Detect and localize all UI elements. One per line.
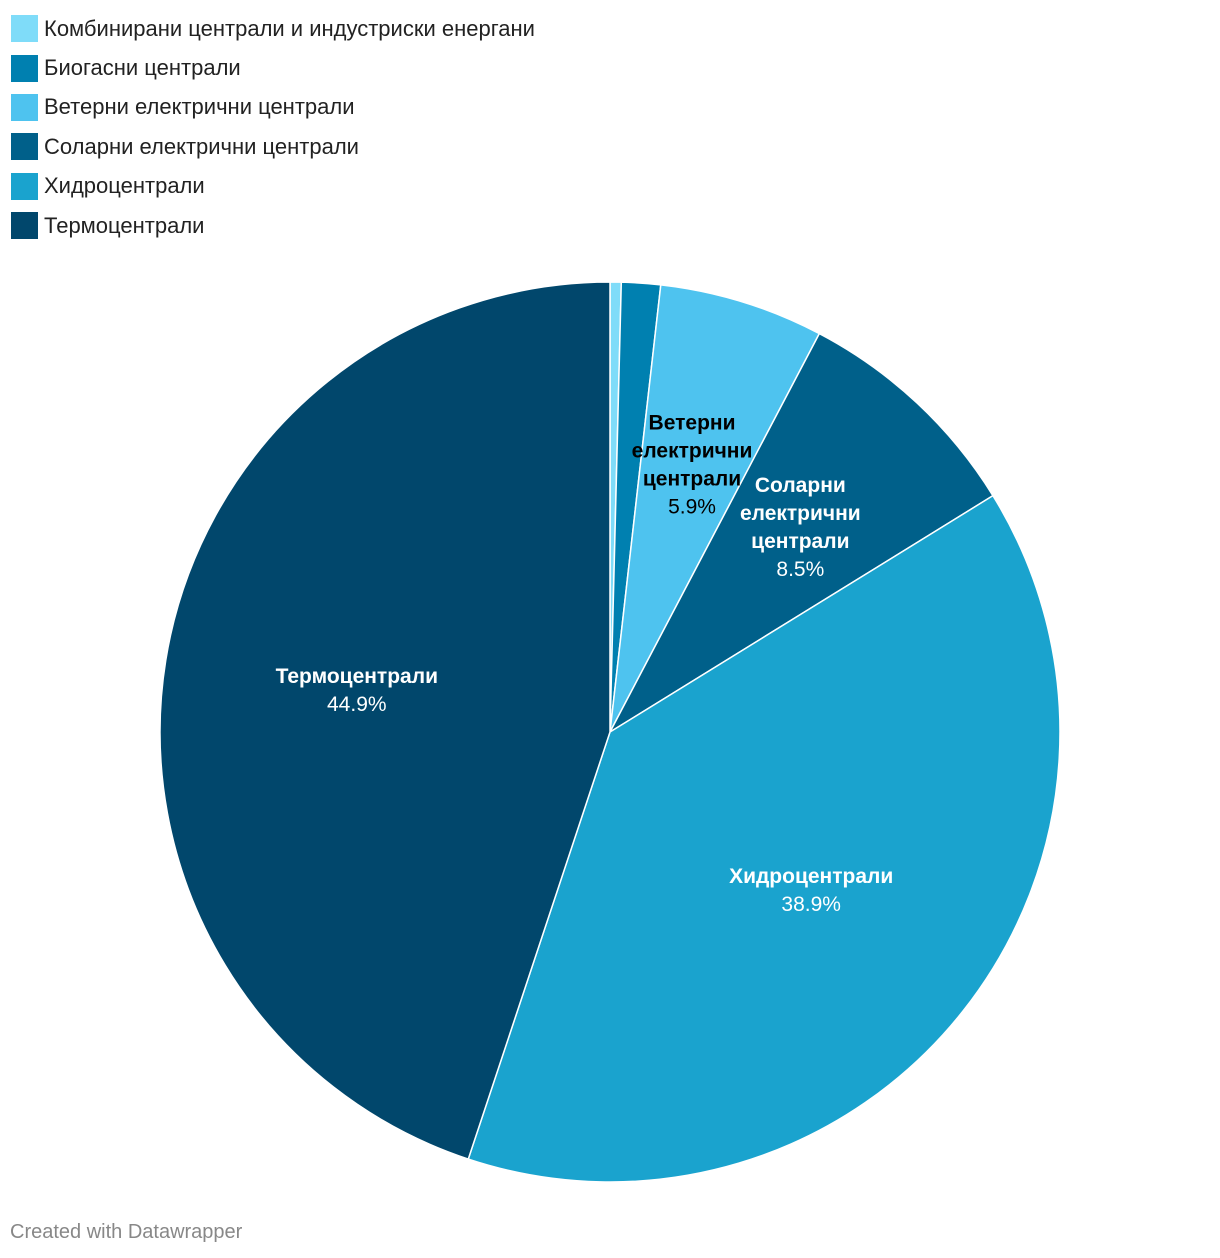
legend-swatch [11, 172, 38, 200]
credit-text[interactable]: Created with Datawrapper [10, 1221, 243, 1243]
legend-item: Термоцентрали [11, 206, 535, 245]
slice-label: Соларни електрични централи 8.5% [740, 474, 861, 581]
legend-swatch [11, 93, 38, 121]
legend-item: Комбинирани централи и индустриски енерг… [11, 9, 535, 48]
legend-item: Ветерни електрични централи [11, 88, 535, 127]
slice-label-value: 44.9% [327, 693, 387, 716]
legend-label: Термоцентрали [44, 212, 205, 238]
legend-label: Хидроцентрали [44, 173, 205, 199]
slice-label-name: Ветерни [649, 411, 736, 434]
pie-slice[interactable] [608, 332, 994, 735]
slice-label: Хидроцентрали 38.9% [729, 865, 893, 916]
pie-slice[interactable] [467, 494, 1061, 1183]
legend-swatch [11, 54, 38, 82]
pie-slice[interactable] [609, 284, 821, 733]
slice-label-value: 5.9% [668, 495, 716, 518]
legend-label: Соларни електрични централи [44, 133, 359, 159]
legend-swatch [11, 15, 38, 43]
slice-label: Термоцентрали 44.9% [276, 665, 438, 716]
slice-label-name: електрични [632, 439, 753, 462]
slice-label-name: Термоцентрали [276, 665, 438, 688]
slice-label-value: 38.9% [781, 893, 841, 916]
legend-item: Хидроцентрали [11, 167, 535, 206]
legend-swatch [11, 133, 38, 161]
slice-label-name: Хидроцентрали [729, 865, 893, 888]
legend-swatch [11, 212, 38, 240]
slice-label-name: централи [643, 467, 741, 490]
slice-label-name: електрични [740, 502, 861, 525]
slice-label-value: 8.5% [776, 558, 824, 581]
legend-label: Комбинирани централи и индустриски енерг… [44, 15, 535, 41]
slice-label: Ветерни електрични централи 5.9% [632, 411, 753, 518]
chart-legend: Комбинирани централи и индустриски енерг… [11, 9, 535, 245]
legend-label: Биогасни централи [44, 55, 241, 81]
legend-item: Биогасни централи [11, 48, 535, 87]
slice-label-name: Соларни [755, 474, 846, 497]
legend-label: Ветерни електрични централи [44, 94, 355, 120]
slice-label-name: централи [751, 530, 849, 553]
legend-item: Соларни електрични централи [11, 127, 535, 166]
pie-slice[interactable] [159, 281, 611, 1161]
